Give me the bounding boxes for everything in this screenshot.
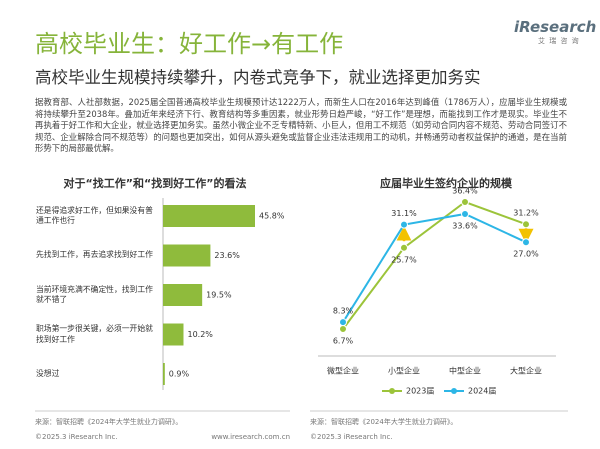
url: www.iresearch.com.cn [211,433,290,441]
legend-marker [451,388,457,394]
copyright: ©2025.3 iResearch Inc. [35,433,118,441]
bar [163,323,184,346]
category-label-box: 还是得追求好工作，但如果没有普通工作也行 [36,205,153,226]
category-label: 还是得追求好工作，但如果没有普通工作也行 [36,205,153,226]
point [522,220,530,229]
x-tick-label: 微型企业 [327,366,359,376]
category-label-box: 没想过 [36,368,60,378]
title: 高校毕业生：好工作→有工作 [35,30,344,58]
point [461,198,469,206]
category-label-box: 当前环境充满不确定性，找到工作就不错了 [36,284,153,305]
value-label: 8.3% [333,307,354,316]
legend-marker [389,388,395,394]
value-label: 31.2% [513,209,539,218]
value-label: 0.9% [169,370,190,379]
category-label: 没想过 [36,368,60,378]
copyright: ©2025.3 iResearch Inc. [310,433,393,441]
point [400,243,408,252]
x-tick-label: 小型企业 [388,366,420,376]
source: 来源：智联招聘《2024年大学生就业力调研》。 [35,418,183,426]
paragraph: 据教育部、人社部数据，2025届全国普通高校毕业生规模预计达1222万人，而新生… [35,97,567,154]
bar [163,363,165,385]
value-label: 31.1% [391,209,417,218]
value-label: 10.2% [187,330,213,339]
x-tick-label: 大型企业 [510,366,542,376]
point [461,209,469,218]
series-line [342,200,527,330]
value-label: 19.5% [206,291,232,300]
bar [163,244,211,267]
value-label: 23.6% [214,251,240,260]
legend-label: 2023届 [406,387,434,396]
bar [163,205,255,227]
point [400,220,408,229]
value-label: 6.7% [333,337,354,346]
value-label: 33.6% [452,221,478,230]
logo-sub: 艾 瑞 咨 询 [538,37,580,45]
value-label: 36.4% [452,187,478,196]
chart-title: 对于“找工作”和“找到好工作”的看法 [64,176,247,190]
point [339,318,347,327]
source: 来源：智联招聘《2024年大学生就业力调研》。 [310,418,458,426]
logo: iResearch [514,18,597,36]
point [522,238,530,247]
category-label-box: 职场第一步很关键，必须一开始就找到好工作 [36,324,153,344]
x-tick-label: 中型企业 [449,366,481,376]
subtitle: 高校毕业生规模持续攀升，内卷式竞争下，就业选择更加务实 [35,68,481,87]
value-label: 45.8% [259,212,285,221]
chart-title: 应届毕业生签约企业的规模 [380,176,513,190]
bar [163,284,203,306]
category-label: 当前环境充满不确定性，找到工作就不错了 [36,284,153,305]
series-line [342,212,527,323]
value-label: 27.0% [513,250,539,259]
category-label: 先找到工作，再去追求找到好工作 [36,250,153,260]
legend-label: 2024届 [468,387,496,396]
point [339,325,347,333]
value-label: 25.7% [391,255,417,264]
category-label: 职场第一步很关键，必须一开始就找到好工作 [36,324,153,344]
category-label-box: 先找到工作，再去追求找到好工作 [36,250,153,260]
